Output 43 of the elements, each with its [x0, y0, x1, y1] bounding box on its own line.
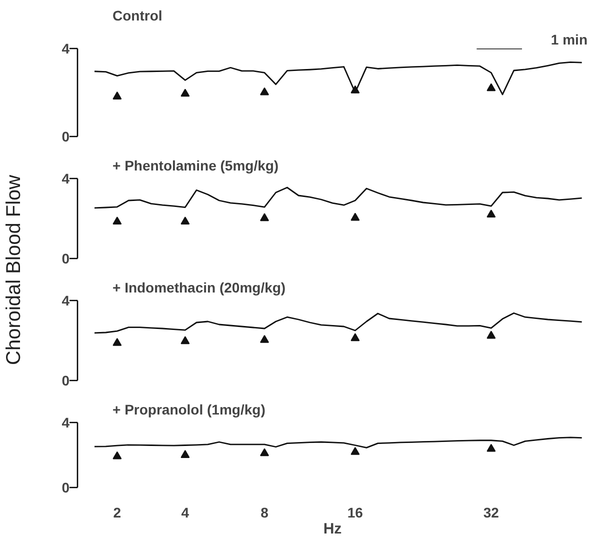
point: [486, 210, 496, 218]
x-tick-label: 4: [181, 504, 190, 520]
text: 1 min: [550, 32, 588, 48]
point: [112, 338, 122, 346]
point: [486, 330, 496, 339]
x-axis-title: Hz: [323, 520, 342, 538]
y-tick-label: 4: [62, 40, 70, 56]
y-tick-label: 4: [62, 414, 70, 430]
chart-title: + Phentolamine (5mg/kg): [112, 158, 279, 174]
point: [486, 444, 496, 452]
point: [180, 88, 190, 97]
point: [350, 212, 360, 221]
chart-title: + Indomethacin (20mg/kg): [112, 280, 286, 296]
point: [350, 446, 360, 455]
chart-title: Control: [112, 8, 162, 24]
point: [260, 87, 269, 96]
point: [486, 83, 496, 92]
point: [180, 336, 190, 344]
point: [112, 216, 122, 225]
y-tick-label: 4: [62, 292, 70, 308]
point: [260, 334, 269, 343]
x-tick-label: 8: [260, 504, 269, 520]
point: [180, 216, 190, 225]
x-tick-label: 32: [483, 504, 500, 520]
point: [350, 85, 360, 94]
line-series: [94, 61, 583, 96]
point: [112, 92, 122, 100]
y-tick-label: 0: [62, 128, 70, 144]
y-tick-label: 0: [62, 480, 70, 496]
x-tick-label: 16: [347, 504, 364, 520]
y-tick-label: 4: [62, 170, 70, 186]
point: [260, 448, 269, 456]
y-tick-label: 0: [62, 250, 70, 266]
point: [180, 450, 190, 458]
point: [350, 333, 360, 342]
point: [112, 451, 122, 460]
line-series: [94, 186, 583, 209]
x-tick-label: 2: [113, 504, 122, 520]
point: [260, 213, 269, 222]
line-series: [94, 312, 583, 334]
y-tick-label: 0: [62, 372, 70, 388]
y-axis-title: Choroidal Blood Flow: [2, 174, 26, 368]
chart-title: + Propranolol (1mg/kg): [112, 402, 266, 418]
